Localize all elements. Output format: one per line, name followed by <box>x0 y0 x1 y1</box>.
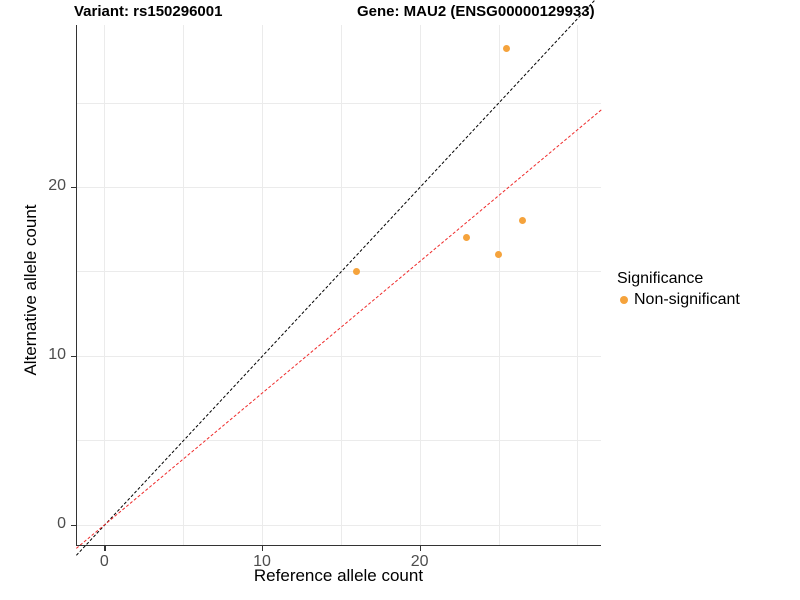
data-point[interactable] <box>463 234 471 242</box>
y-axis-tick-label: 0 <box>57 514 66 532</box>
data-point[interactable] <box>518 217 526 225</box>
y-axis-line <box>76 25 78 546</box>
y-axis-tick-label: 20 <box>48 177 66 195</box>
y-axis-title: Alternative allele count <box>21 204 40 376</box>
gene-title: Gene: MAU2 (ENSG00000129933) <box>357 3 595 20</box>
grid-line-vertical <box>340 25 342 545</box>
variant-title: Variant: rs150296001 <box>74 3 223 20</box>
grid-line-vertical <box>498 25 500 545</box>
grid-line-horizontal <box>76 355 601 357</box>
grid-line-horizontal <box>76 271 601 273</box>
panel-background <box>76 25 601 545</box>
legend-item-non-significant[interactable]: Non-significant <box>617 291 797 309</box>
y-axis-tick <box>71 187 76 189</box>
legend: Significance Non-significant <box>617 270 797 309</box>
grid-line-horizontal <box>76 102 601 104</box>
grid-line-vertical <box>419 25 421 545</box>
data-point[interactable] <box>353 267 361 275</box>
legend-swatch-icon <box>620 296 628 304</box>
x-axis-tick-label: 20 <box>410 553 429 570</box>
legend-title: Significance <box>617 270 704 287</box>
x-axis-tick-label: 10 <box>253 553 271 570</box>
y-axis-tick-label: 10 <box>48 345 66 363</box>
grid-line-horizontal <box>76 524 601 526</box>
grid-line-vertical <box>577 25 579 545</box>
x-axis-title: Reference allele count <box>253 566 424 585</box>
plot-panel <box>76 0 602 556</box>
y-axis-tick <box>71 355 76 358</box>
x-axis-line <box>76 545 601 547</box>
x-axis-tick <box>262 546 264 551</box>
grid-line-horizontal <box>76 440 601 442</box>
grid-line-vertical <box>104 25 106 545</box>
data-point[interactable] <box>495 251 503 259</box>
grid-line-vertical <box>262 25 264 545</box>
grid-line-horizontal <box>76 187 601 189</box>
x-axis-tick <box>419 546 421 551</box>
grid-line-vertical <box>183 25 185 545</box>
data-point[interactable] <box>502 45 510 53</box>
x-axis-tick <box>104 546 106 551</box>
legend-item-label: Non-significant <box>634 291 740 308</box>
x-axis-tick-label: 0 <box>99 553 109 570</box>
y-axis-tick <box>71 524 76 527</box>
